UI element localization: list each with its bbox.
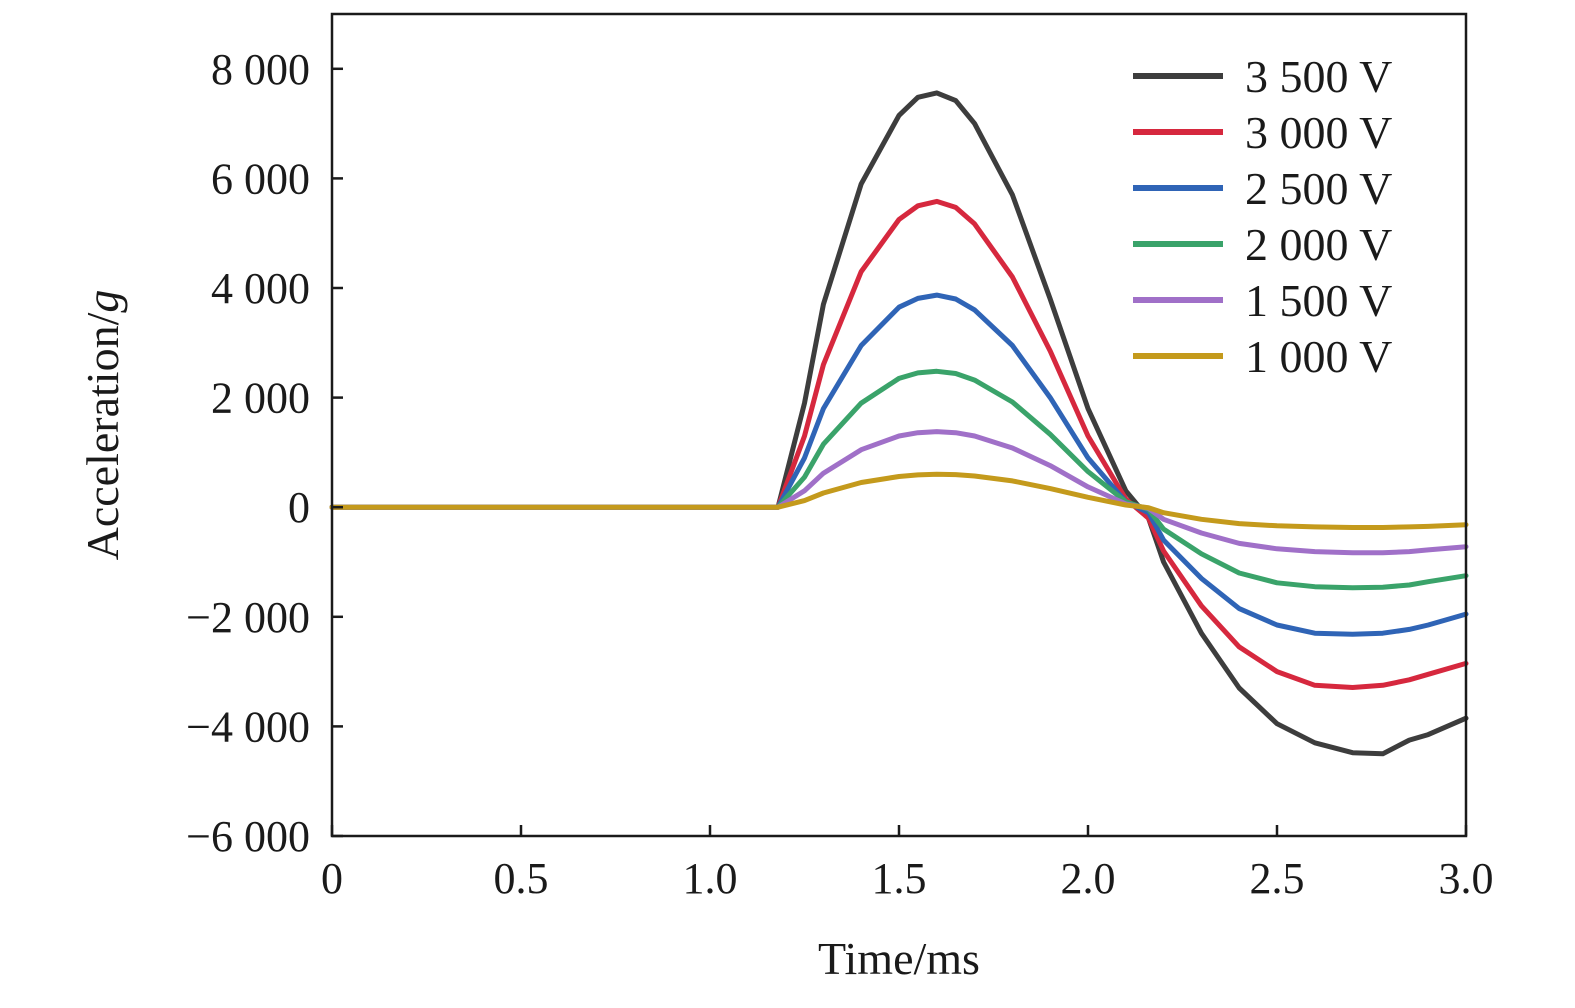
y-tick-label: 2 000 (211, 374, 310, 423)
legend-label-1: 3 500 V (1245, 51, 1392, 102)
y-tick-label: 6 000 (211, 154, 310, 203)
x-axis-title: Time/ms (818, 933, 980, 984)
legend-label-4: 2 000 V (1245, 219, 1392, 270)
legend-label-5: 1 500 V (1245, 275, 1392, 326)
x-tick-label: 2.0 (1061, 854, 1116, 903)
y-tick-label: 8 000 (211, 45, 310, 94)
x-tick-label: 1.0 (683, 854, 738, 903)
x-tick-label: 0.5 (494, 854, 549, 903)
series-layer (329, 90, 1469, 757)
y-tick-label: −6 000 (186, 812, 310, 861)
x-axis: 0 0.5 1.0 1.5 2.0 2.5 3.0 (321, 825, 1494, 903)
y-axis-title-main: Acceleration/ (77, 312, 128, 560)
legend-label-3: 2 500 V (1245, 163, 1392, 214)
y-tick-label: 4 000 (211, 264, 310, 313)
legend: 3 500 V3 000 V2 500 V2 000 V1 500 V1 000… (1133, 51, 1392, 382)
y-tick-label: −2 000 (186, 593, 310, 642)
x-tick-label: 3.0 (1439, 854, 1494, 903)
series-line-5 (329, 429, 1469, 556)
legend-label-2: 3 000 V (1245, 107, 1392, 158)
x-tick-label: 0 (321, 854, 343, 903)
legend-label-6: 1 000 V (1245, 331, 1392, 382)
series-line-4 (329, 368, 1469, 591)
y-tick-label: −4 000 (186, 702, 310, 751)
series-line-2 (329, 198, 1469, 690)
y-axis-title-unit: g (77, 290, 128, 313)
series-line-1 (329, 90, 1469, 757)
y-tick-label: 0 (288, 483, 310, 532)
y-axis: −6 000 −4 000 −2 000 0 2 000 4 000 6 000 8 000 (186, 45, 343, 861)
series-line-6 (329, 471, 1469, 530)
x-tick-label: 1.5 (872, 854, 927, 903)
series-line-3 (329, 292, 1469, 637)
y-axis-title: Acceleration/g (77, 290, 128, 561)
x-tick-label: 2.5 (1250, 854, 1305, 903)
